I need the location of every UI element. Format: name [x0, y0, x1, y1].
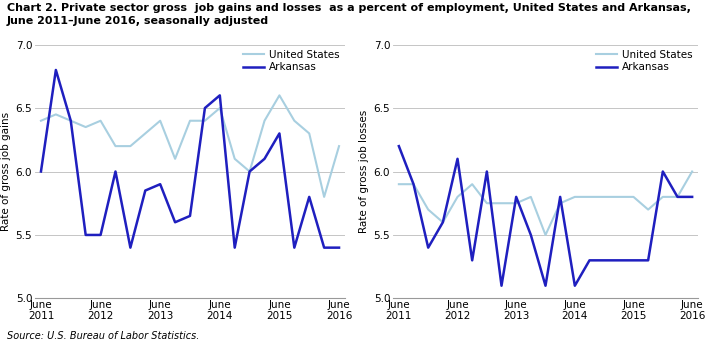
United States: [527, 195, 535, 199]
Arkansas: [156, 182, 164, 186]
Text: Chart 2. Private sector gross  job gains and losses  as a percent of employment,: Chart 2. Private sector gross job gains …: [7, 3, 691, 26]
United States: [585, 195, 594, 199]
Arkansas: [96, 233, 104, 237]
United States: [81, 125, 90, 129]
Arkansas: [409, 182, 418, 186]
Arkansas: [556, 195, 564, 199]
Arkansas: [615, 258, 623, 262]
Arkansas: [81, 233, 90, 237]
United States: [215, 106, 224, 110]
United States: [201, 119, 209, 123]
Arkansas: [570, 284, 579, 288]
Arkansas: [424, 246, 433, 250]
United States: [424, 208, 433, 212]
Arkansas: [112, 169, 120, 174]
United States: [615, 195, 623, 199]
Arkansas: [335, 246, 343, 250]
Line: United States: United States: [399, 172, 692, 235]
United States: [556, 201, 564, 205]
United States: [246, 169, 254, 174]
Arkansas: [126, 246, 135, 250]
United States: [156, 119, 164, 123]
Arkansas: [201, 106, 209, 110]
Arkansas: [497, 284, 505, 288]
Arkansas: [674, 195, 682, 199]
Text: Source: U.S. Bureau of Labor Statistics.: Source: U.S. Bureau of Labor Statistics.: [7, 331, 199, 341]
Arkansas: [305, 195, 313, 199]
Arkansas: [468, 258, 477, 262]
United States: [644, 208, 652, 212]
Arkansas: [395, 144, 403, 148]
Y-axis label: Rate of gross job gains: Rate of gross job gains: [1, 112, 11, 231]
Arkansas: [512, 195, 520, 199]
United States: [570, 195, 579, 199]
Arkansas: [186, 214, 194, 218]
United States: [52, 112, 60, 116]
United States: [483, 201, 491, 205]
United States: [290, 119, 299, 123]
Arkansas: [141, 189, 150, 193]
Arkansas: [261, 157, 269, 161]
Arkansas: [230, 246, 239, 250]
United States: [96, 119, 104, 123]
United States: [453, 195, 462, 199]
Arkansas: [453, 157, 462, 161]
United States: [659, 195, 667, 199]
Arkansas: [688, 195, 696, 199]
United States: [512, 201, 520, 205]
Arkansas: [246, 169, 254, 174]
United States: [305, 131, 313, 135]
Arkansas: [171, 220, 179, 224]
Line: Arkansas: Arkansas: [399, 146, 692, 286]
United States: [230, 157, 239, 161]
Arkansas: [275, 131, 284, 135]
United States: [37, 119, 45, 123]
Y-axis label: Rate of gross job losses: Rate of gross job losses: [359, 110, 369, 233]
United States: [335, 144, 343, 148]
Legend: United States, Arkansas: United States, Arkansas: [594, 48, 695, 74]
United States: [674, 195, 682, 199]
United States: [629, 195, 638, 199]
Line: Arkansas: Arkansas: [41, 70, 339, 248]
Arkansas: [585, 258, 594, 262]
United States: [497, 201, 505, 205]
Arkansas: [600, 258, 609, 262]
United States: [186, 119, 194, 123]
United States: [66, 119, 75, 123]
United States: [600, 195, 609, 199]
Arkansas: [629, 258, 638, 262]
Arkansas: [527, 233, 535, 237]
Arkansas: [320, 246, 328, 250]
Line: United States: United States: [41, 95, 339, 197]
United States: [688, 169, 696, 174]
United States: [141, 131, 150, 135]
United States: [409, 182, 418, 186]
Arkansas: [644, 258, 652, 262]
United States: [320, 195, 328, 199]
Arkansas: [483, 169, 491, 174]
Arkansas: [438, 220, 447, 224]
United States: [126, 144, 135, 148]
Arkansas: [52, 68, 60, 72]
United States: [468, 182, 477, 186]
United States: [171, 157, 179, 161]
United States: [438, 220, 447, 224]
Arkansas: [215, 93, 224, 97]
Arkansas: [37, 169, 45, 174]
Arkansas: [66, 119, 75, 123]
Arkansas: [659, 169, 667, 174]
Legend: United States, Arkansas: United States, Arkansas: [241, 48, 342, 74]
Arkansas: [290, 246, 299, 250]
United States: [261, 119, 269, 123]
United States: [112, 144, 120, 148]
United States: [542, 233, 550, 237]
United States: [275, 93, 284, 97]
United States: [395, 182, 403, 186]
Arkansas: [542, 284, 550, 288]
